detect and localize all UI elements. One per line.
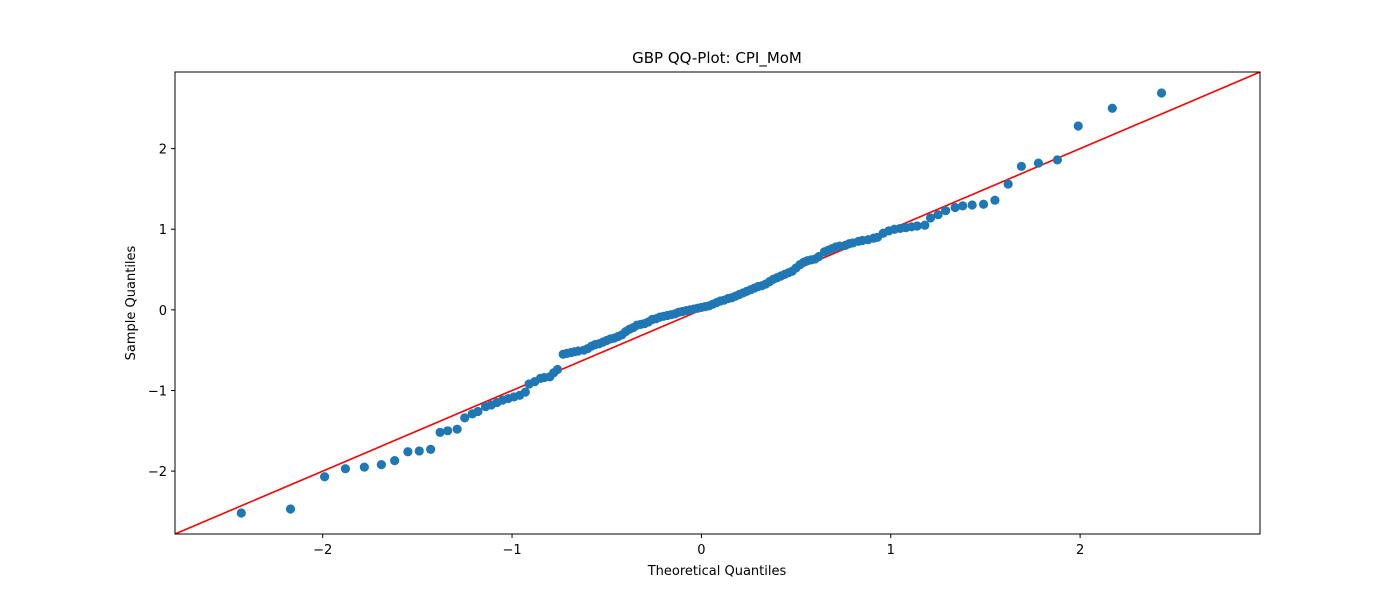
data-point	[925, 213, 936, 223]
data-point	[958, 201, 968, 211]
data-points-layer	[236, 88, 1167, 518]
data-point	[340, 464, 351, 474]
data-point	[285, 504, 296, 514]
y-axis-label: Sample Quantiles	[124, 245, 139, 360]
data-point	[426, 444, 436, 454]
data-point	[443, 426, 453, 436]
data-point	[1003, 179, 1013, 189]
data-point	[1033, 158, 1044, 168]
data-point	[414, 446, 424, 456]
y-tick-label: 1	[159, 223, 167, 238]
data-point	[452, 424, 462, 434]
y-axis-ticks: −2 −1 0 1 2	[148, 143, 175, 480]
data-point	[1156, 88, 1167, 98]
data-point	[941, 206, 951, 216]
data-point	[319, 472, 330, 482]
x-tick-label: 1	[887, 543, 895, 558]
y-tick-label: 0	[159, 304, 167, 319]
data-point	[376, 460, 386, 470]
data-point	[359, 462, 369, 472]
data-point	[912, 221, 922, 231]
chart-title: GBP QQ-Plot: CPI_MoM	[632, 49, 802, 68]
data-point	[1016, 161, 1027, 171]
plot-frame	[174, 71, 1261, 535]
data-point	[236, 508, 246, 518]
data-point	[1073, 121, 1083, 131]
data-point	[473, 406, 483, 417]
data-point	[403, 447, 413, 457]
data-point	[990, 195, 1000, 205]
x-axis-label: Theoretical Quantiles	[647, 564, 787, 579]
data-point	[967, 200, 977, 210]
y-tick-label: −1	[148, 384, 167, 399]
data-point	[552, 364, 563, 375]
y-tick-label: −2	[148, 465, 167, 480]
data-point	[1107, 103, 1117, 113]
data-point	[933, 210, 943, 220]
y-tick-label: 2	[159, 143, 167, 158]
x-tick-label: 0	[697, 543, 705, 558]
x-axis-ticks: −2 −1 0 1 2	[313, 534, 1084, 558]
data-point	[1052, 155, 1062, 165]
data-point	[950, 202, 960, 213]
data-point	[978, 199, 989, 209]
x-tick-label: −2	[313, 543, 332, 558]
x-tick-label: 2	[1076, 543, 1084, 558]
data-point	[920, 220, 930, 230]
x-tick-label: −1	[502, 543, 521, 558]
data-point	[460, 413, 470, 423]
data-point	[390, 456, 400, 466]
data-point	[435, 427, 445, 438]
data-point	[520, 387, 530, 397]
